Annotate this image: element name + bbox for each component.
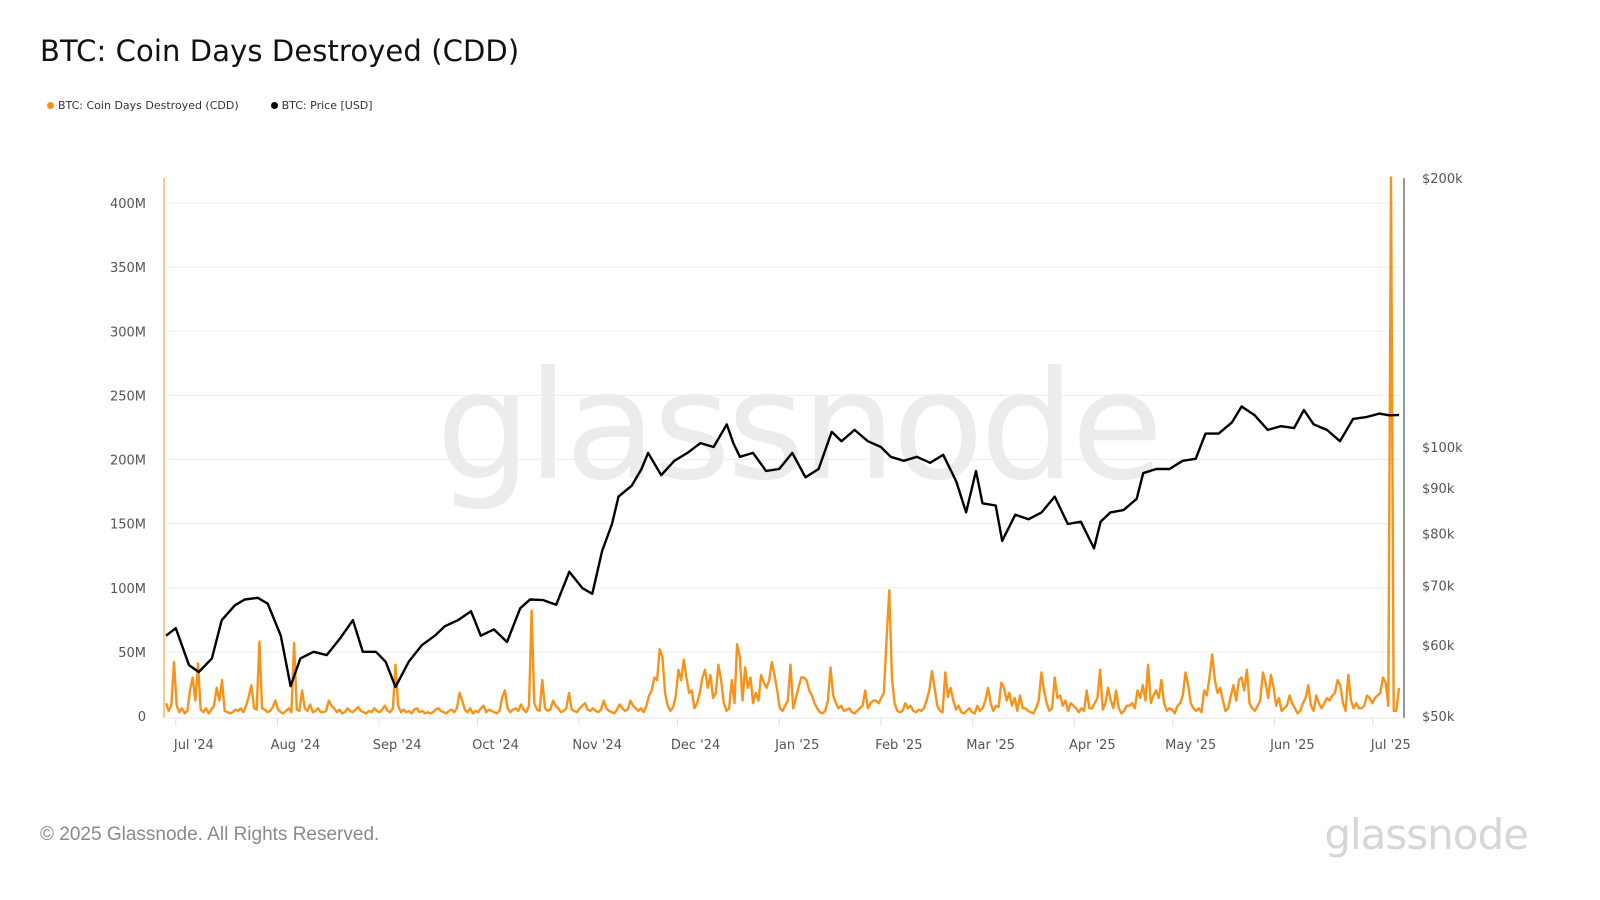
y-right-tick-label: $50k [1422,710,1455,725]
y-right-tick-label: $60k [1422,639,1455,654]
y-axis-right: $50k $60k $70k $80k $90k $100k $200k [1422,172,1463,725]
x-tick-label: Jul '24 [173,738,214,753]
x-axis: Jul '24 Aug '24 Sep '24 Oct '24 Nov '24 Dec '… [173,718,1411,753]
x-tick-label: Feb '25 [875,738,922,753]
x-tick-label: Jul '25 [1370,738,1411,753]
x-tick-label: Nov '24 [572,738,622,753]
y-left-tick-label: 0 [138,710,146,725]
grid-lines [166,202,1400,719]
legend-item-price[interactable]: BTC: Price [USD] [270,99,373,112]
y-right-tick-label: $200k [1422,172,1463,187]
y-right-tick-label: $100k [1422,441,1463,456]
cdd-dot-icon [47,102,54,109]
x-tick-label: Dec '24 [671,738,720,753]
x-tick-label: May '25 [1165,738,1216,753]
x-tick-label: Aug '24 [271,738,321,753]
y-left-tick-label: 350M [110,261,146,276]
y-left-tick-label: 250M [110,389,146,404]
legend-label-price: BTC: Price [USD] [281,99,373,112]
watermark: glassnode [436,340,1159,514]
x-tick-label: Mar '25 [966,738,1015,753]
x-tick-label: Sep '24 [373,738,422,753]
y-axis-left: 0 50M 100M 150M 200M 250M 300M 350M 400M [110,197,146,725]
y-right-tick-label: $80k [1422,528,1455,543]
legend-label-cdd: BTC: Coin Days Destroyed (CDD) [58,99,239,112]
y-left-tick-label: 200M [110,454,146,469]
y-right-tick-label: $70k [1422,579,1455,594]
price-dot-icon [270,102,278,109]
x-tick-label: Jun '25 [1269,738,1315,753]
x-tick-label: Apr '25 [1069,738,1116,753]
x-tick-label: Jan '25 [774,738,819,753]
y-left-tick-label: 50M [118,646,146,661]
y-left-tick-label: 400M [110,197,146,212]
y-right-tick-label: $90k [1422,482,1455,497]
y-left-tick-label: 150M [110,518,146,533]
glassnode-logo: glassnode [1324,810,1529,859]
price-series-line [165,405,1400,689]
copyright-footer: © 2025 Glassnode. All Rights Reserved. [40,824,380,845]
page-title: BTC: Coin Days Destroyed (CDD) [40,34,520,68]
y-left-tick-label: 100M [110,582,146,597]
y-left-tick-label: 300M [110,325,146,340]
x-tick-label: Oct '24 [472,738,519,753]
legend: BTC: Coin Days Destroyed (CDD) BTC: Pric… [47,99,373,112]
cdd-series-line [164,176,1401,715]
legend-item-cdd[interactable]: BTC: Coin Days Destroyed (CDD) [47,99,239,112]
